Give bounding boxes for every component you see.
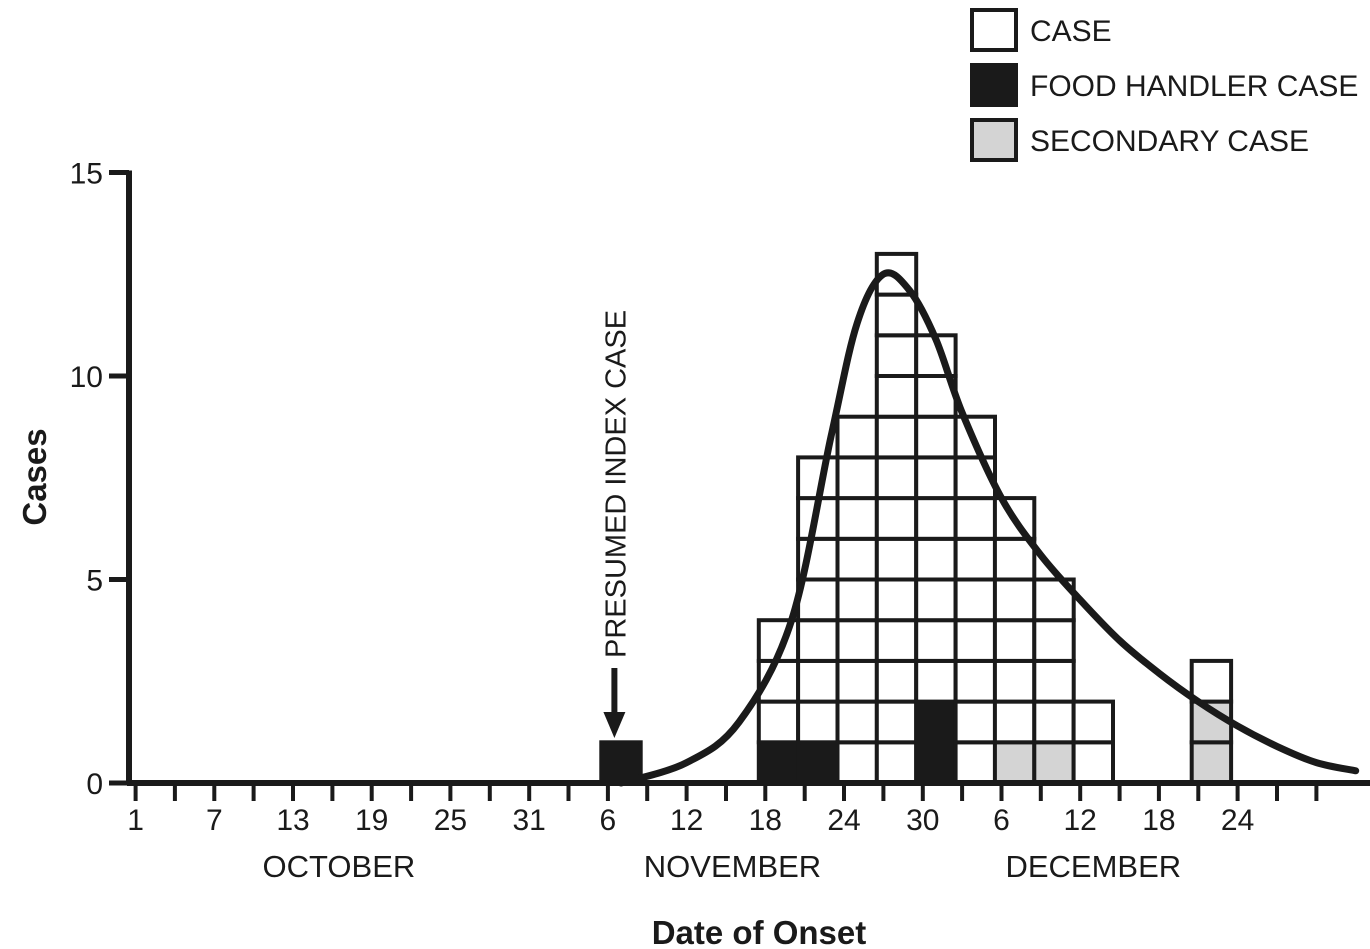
month-label: DECEMBER [1005,849,1181,884]
x-axis-title: Date of Onset [652,914,867,949]
case-box [874,740,919,785]
legend-label: CASE [1030,15,1112,48]
case-box [835,577,879,623]
y-tick-label: 0 [86,768,103,801]
y-axis-title: Cases [16,428,53,525]
month-label: NOVEMBER [644,849,821,884]
case-box [835,618,879,663]
case-box [835,740,879,785]
case-box [1071,699,1115,745]
case-box [874,455,919,501]
case-box [914,496,958,541]
x-tick-label: 25 [434,804,467,837]
legend: CASE FOOD HANDLER CASE SECONDARY CASE [970,8,1358,162]
case-box [1032,699,1076,745]
food-handler-box [756,740,801,785]
case-box [835,414,879,460]
case-box [874,536,919,582]
secondary-box [1032,740,1076,785]
case-box [992,618,1037,663]
axes: 0 5 10 15 1 7 13 19 25 31 6 12 18 24 30 6 12 18 24 OCTOBER N… [70,158,1370,884]
case-box [874,292,919,338]
case-box [874,333,919,378]
case-box [914,414,958,460]
legend-label: SECONDARY CASE [1030,125,1309,158]
case-box [1071,740,1115,785]
case-box [992,536,1037,582]
case-box [992,699,1037,745]
x-tick-label: 18 [749,804,782,837]
case-box [874,374,919,419]
case-box [953,618,997,663]
case-box [1032,577,1076,623]
case-box [992,577,1037,623]
month-label: OCTOBER [263,849,416,884]
case-box [874,618,919,663]
fitted-curve-layer [617,269,1360,787]
case-box [953,577,997,623]
case-box [796,658,840,704]
y-tick-label: 10 [70,361,103,394]
x-tick-label: 24 [1221,804,1254,837]
case-box [953,658,997,704]
case-box [756,699,801,745]
x-tick-label: 7 [206,804,223,837]
index-case-annotation: PRESUMED INDEX CASE [600,310,632,738]
case-box [953,699,997,745]
x-tick-label: 18 [1142,804,1175,837]
x-tick-label: 12 [670,804,703,837]
case-box [992,658,1037,704]
y-tick-label: 15 [70,158,103,191]
index-arrow-head [603,712,626,738]
x-tick-label: 13 [276,804,309,837]
secondary-box [992,740,1037,785]
x-tick-label: 30 [906,804,939,837]
case-box [874,699,919,745]
case-box [835,699,879,745]
case-box [1032,618,1076,663]
fitted-curve [617,269,1360,787]
index-case-label: PRESUMED INDEX CASE [600,310,632,658]
case-box [914,658,958,704]
food-handler-box [796,740,840,785]
x-tick-label: 6 [600,804,617,837]
legend-swatch-secondary [970,118,1018,162]
case-box [953,740,997,785]
food-handler-box [914,740,958,785]
x-tick-label: 12 [1064,804,1097,837]
case-box [1189,658,1234,704]
case-box [914,577,958,623]
case-box [835,658,879,704]
case-box [914,455,958,501]
case-box [874,577,919,623]
y-tick-label: 5 [86,565,103,598]
legend-swatch-food-handler [970,63,1018,107]
case-box [914,618,958,663]
case-box [835,536,879,582]
case-box [835,496,879,541]
case-box [796,618,840,663]
legend-label: FOOD HANDLER CASE [1030,70,1358,103]
case-box [874,414,919,460]
x-tick-label: 24 [827,804,860,837]
case-box [874,496,919,541]
food-handler-box [914,699,958,745]
case-box [874,658,919,704]
x-tick-label: 6 [993,804,1010,837]
x-tick-label: 1 [127,804,144,837]
case-box [796,699,840,745]
x-tick-label: 31 [513,804,546,837]
case-box [953,496,997,541]
case-box [835,455,879,501]
case-box [1032,658,1076,704]
secondary-box [1189,740,1234,785]
case-box [953,536,997,582]
x-tick-label: 19 [355,804,388,837]
case-box [914,536,958,582]
case-boxes [599,251,1234,785]
legend-swatch-case [970,8,1018,52]
